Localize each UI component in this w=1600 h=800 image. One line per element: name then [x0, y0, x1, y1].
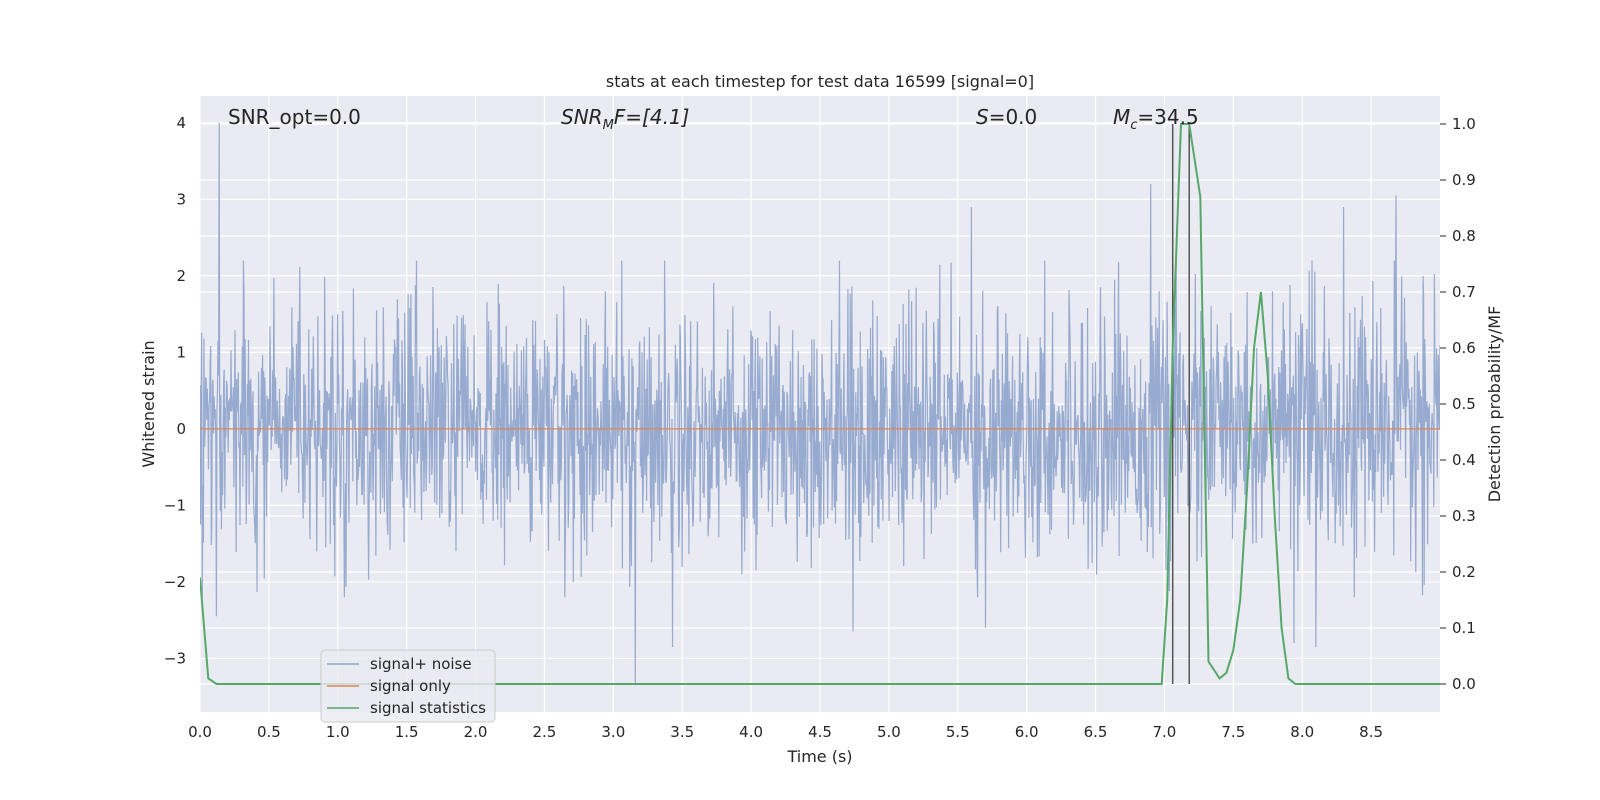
x-tick-label: 2.5: [533, 723, 557, 741]
signal-statistics-line: [200, 123, 1440, 685]
x-tick-label: 4.5: [808, 723, 832, 741]
y-right-tick-label: 0.0: [1452, 675, 1476, 693]
y-right-tick-label: 0.9: [1452, 171, 1476, 189]
x-tick-label: 4.0: [739, 723, 763, 741]
y-tick-label: 1: [176, 343, 186, 361]
y-right-tick-label: 0.7: [1452, 283, 1476, 301]
x-tick-label: 6.0: [1015, 723, 1039, 741]
y-tick-label: −3: [164, 649, 186, 667]
x-tick-label: 1.0: [326, 723, 350, 741]
y-tick-label: 0: [176, 420, 186, 438]
y-tick-label: 2: [176, 267, 186, 285]
x-tick-label: 5.5: [946, 723, 970, 741]
y-tick-label: −2: [164, 573, 186, 591]
signal-noise-line: [200, 122, 1440, 686]
vertical-markers: [1171, 124, 1190, 684]
x-tick-label: 8.5: [1359, 723, 1383, 741]
x-tick-labels: 0.0 0.5 1.0 1.5 2.0 2.5 3.0 3.5 4.0 4.5 5.0 5.5 6.0 6…: [188, 723, 1383, 741]
y-right-tick-label: 0.5: [1452, 395, 1476, 413]
legend-label-signal-statistics: signal statistics: [370, 699, 486, 717]
legend-box: [320, 649, 496, 723]
annotation-snr-mf: SNRMF=[4.1]: [561, 105, 689, 133]
x-tick-label: 0.5: [257, 723, 281, 741]
y-right-tick-label: 0.2: [1452, 563, 1476, 581]
x-tick-label: 7.5: [1221, 723, 1245, 741]
annotation-s: S=0.0: [976, 105, 1037, 129]
y-tick-labels: −3 −2 −1 0 1 2 3 4: [164, 114, 186, 668]
y-right-axis-label: Detection probability/MF: [1485, 306, 1504, 503]
x-tick-label: 6.5: [1084, 723, 1108, 741]
legend-label-signal-only: signal only: [370, 677, 451, 695]
y-axis-label: Whitened strain: [139, 340, 158, 467]
signal-noise-series: [200, 122, 1440, 686]
x-tick-label: 2.0: [464, 723, 488, 741]
x-tick-label: 7.0: [1153, 723, 1177, 741]
x-tick-label: 3.0: [601, 723, 625, 741]
y-right-tick-label: 0.4: [1452, 451, 1476, 469]
y-right-tick-label: 0.8: [1452, 227, 1476, 245]
x-tick-label: 1.5: [395, 723, 419, 741]
chart-title: stats at each timestep for test data 165…: [606, 72, 1034, 91]
x-axis-label: Time (s): [786, 747, 852, 766]
x-tick-label: 3.5: [670, 723, 694, 741]
legend-label-signal-noise: signal+ noise: [370, 655, 472, 673]
y-tick-label: −1: [164, 496, 186, 514]
x-tick-label: 5.0: [877, 723, 901, 741]
annotation-mc: Mc=34.5: [1113, 105, 1199, 133]
x-tick-label: 0.0: [188, 723, 212, 741]
y-right-tick-labels: 0.0 0.1 0.2 0.3 0.4 0.5 0.6 0.7 0.8 0.9 1.0: [1440, 115, 1476, 693]
x-tick-label: 8.0: [1290, 723, 1314, 741]
y-right-tick-label: 0.6: [1452, 339, 1476, 357]
y-tick-label: 4: [176, 114, 186, 132]
y-right-tick-label: 0.3: [1452, 507, 1476, 525]
annotation-snr-opt: SNR_opt=0.0: [228, 105, 361, 129]
signal-statistics-series: [200, 123, 1440, 685]
y-right-tick-label: 0.1: [1452, 619, 1476, 637]
y-tick-label: 3: [176, 190, 186, 208]
y-right-tick-label: 1.0: [1452, 115, 1476, 133]
legend: signal+ noise signal only signal statist…: [320, 649, 496, 723]
